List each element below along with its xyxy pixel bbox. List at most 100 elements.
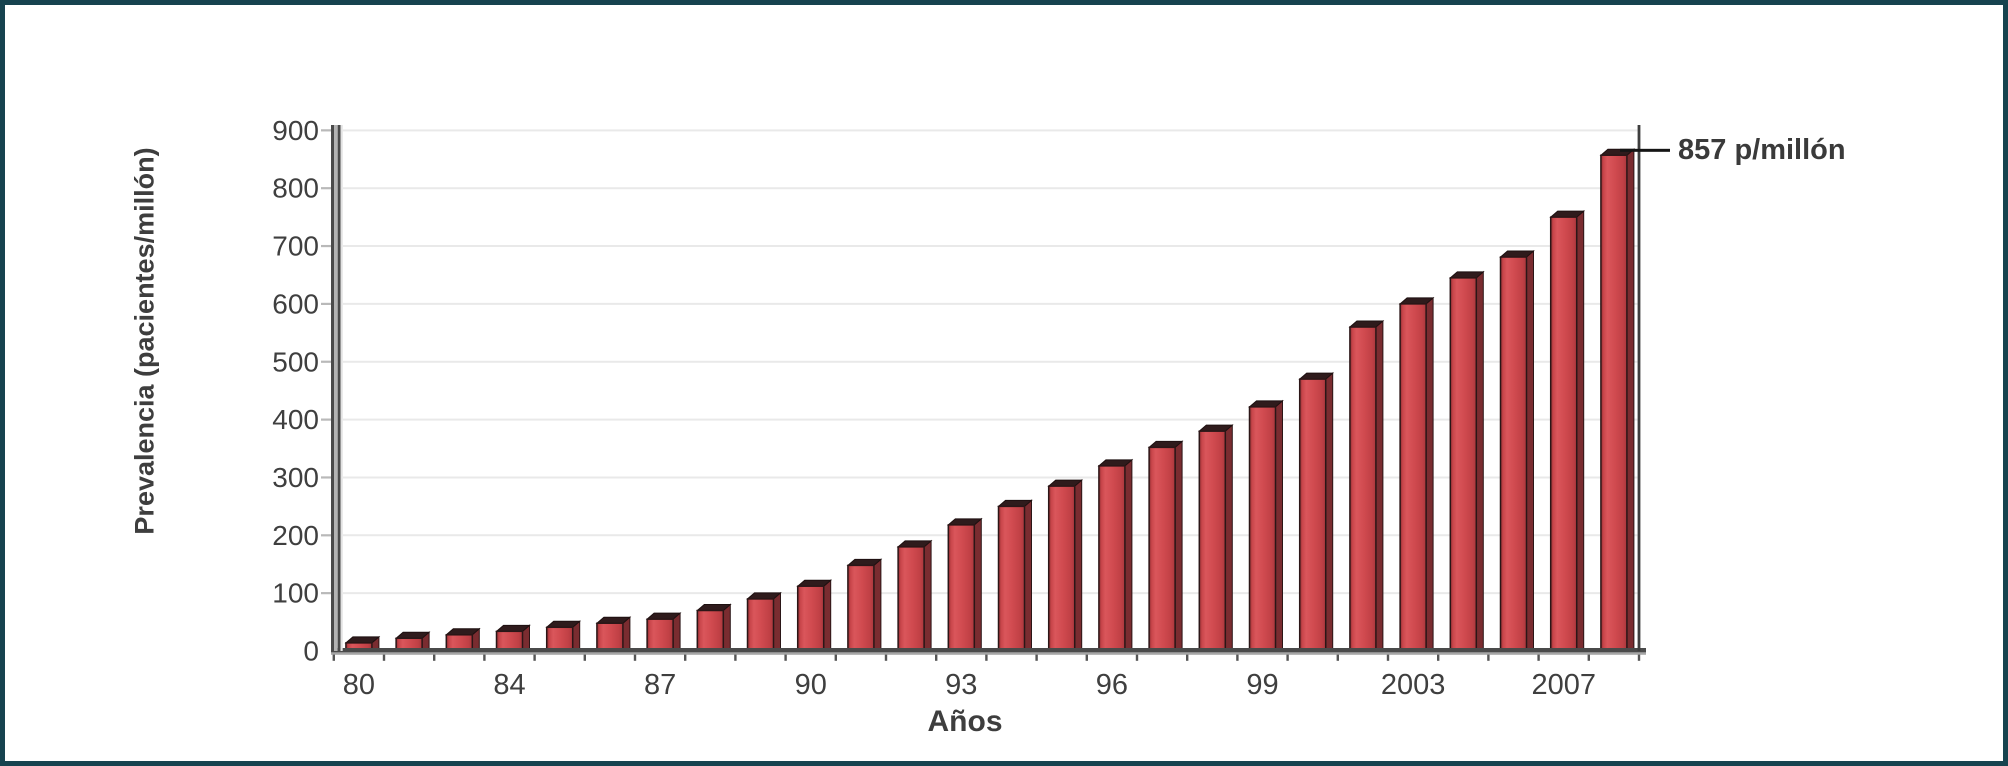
x-tick-mark	[433, 654, 436, 661]
x-tick-mark	[1035, 654, 1038, 661]
bar	[1600, 154, 1628, 652]
y-axis-shade	[340, 125, 343, 651]
y-tick-label: 400	[272, 404, 319, 435]
y-tick-label: 800	[272, 173, 319, 204]
x-tick-label: 80	[343, 669, 375, 701]
x-tick-mark	[834, 654, 837, 661]
x-tick-mark	[1637, 654, 1641, 661]
x-axis-shadow	[331, 652, 1646, 655]
y-axis-line	[331, 125, 334, 651]
y-tick-mark	[321, 187, 331, 190]
x-tick-mark	[684, 654, 687, 661]
y-tick-label: 700	[272, 231, 319, 262]
x-tick-mark	[1487, 654, 1490, 661]
bar-side-face	[1526, 249, 1534, 652]
y-tick-mark	[321, 129, 331, 132]
bar	[1449, 277, 1478, 652]
bar	[1098, 465, 1126, 652]
y-tick-mark	[321, 360, 331, 363]
x-tick-mark	[884, 654, 888, 661]
y-axis-title: Prevalencia (pacientes/millón)	[129, 147, 160, 535]
bar	[696, 609, 725, 652]
bar-side-face	[722, 603, 731, 652]
bar-side-face	[1024, 499, 1032, 652]
bar	[596, 622, 624, 652]
bar	[1349, 326, 1377, 652]
x-tick-mark	[985, 654, 988, 661]
x-axis-line	[331, 648, 1646, 653]
bar-side-face	[873, 558, 882, 652]
x-tick-mark	[633, 654, 637, 661]
bar	[1298, 378, 1327, 652]
y-tick-mark	[321, 302, 331, 305]
x-tick-mark	[1085, 654, 1088, 661]
y-tick-mark	[321, 534, 331, 537]
bar-side-face	[1576, 210, 1585, 652]
x-tick-mark	[784, 654, 787, 661]
bar-side-face	[1124, 458, 1133, 652]
x-tick-label: 96	[1096, 669, 1128, 701]
y-tick-label: 0	[303, 636, 319, 667]
y-tick-mark	[321, 244, 331, 248]
bar	[897, 546, 925, 652]
bar	[1148, 446, 1176, 652]
bar-side-face	[1375, 319, 1384, 652]
x-tick-label: 87	[644, 669, 676, 701]
y-tick-label: 300	[272, 462, 319, 493]
y-tick-mark	[321, 592, 331, 595]
annotation-label: 857 p/millón	[1678, 133, 1846, 166]
bar-side-face	[1174, 440, 1183, 652]
y-axis-highlight	[334, 125, 338, 651]
bar	[1549, 216, 1578, 652]
x-tick-mark	[382, 654, 386, 661]
bar	[1399, 303, 1427, 652]
y-tick-label: 600	[272, 288, 319, 319]
bar	[847, 564, 875, 652]
bar	[1499, 256, 1528, 652]
bar	[1047, 485, 1076, 652]
y-tick-mark	[321, 418, 331, 421]
x-axis-title: Años	[927, 705, 1003, 738]
x-tick-mark	[1135, 654, 1139, 661]
bar-side-face	[823, 579, 832, 652]
bar-side-face	[923, 539, 932, 652]
x-tick-mark	[1186, 654, 1189, 661]
bar	[796, 585, 825, 652]
bar	[997, 505, 1026, 652]
right-axis-line	[1637, 125, 1641, 651]
x-tick-mark	[533, 654, 536, 661]
bar-side-face	[1224, 424, 1233, 652]
y-tick-label: 100	[272, 578, 319, 609]
bar-side-face	[773, 591, 781, 652]
bar-side-face	[1626, 148, 1635, 652]
bar	[947, 524, 976, 652]
bar-side-face	[1475, 270, 1484, 652]
x-tick-label: 93	[945, 669, 977, 701]
y-tick-label: 200	[272, 520, 319, 551]
bar	[646, 618, 674, 652]
x-tick-mark	[332, 654, 335, 661]
x-tick-mark	[734, 654, 737, 661]
x-tick-mark	[483, 654, 486, 661]
x-tick-label: 90	[795, 669, 827, 701]
y-axis-line-inner	[337, 125, 341, 651]
y-tick-label: 900	[272, 115, 319, 146]
bar-side-face	[1325, 372, 1334, 652]
x-tick-label: 84	[493, 669, 525, 701]
x-tick-mark	[1286, 654, 1289, 661]
x-tick-mark	[1437, 654, 1440, 661]
x-tick-mark	[583, 654, 586, 661]
x-tick-mark	[1537, 654, 1540, 661]
bar-side-face	[1425, 296, 1434, 652]
bar	[746, 598, 775, 652]
y-tick-mark	[321, 476, 331, 479]
bar	[545, 626, 574, 652]
x-tick-mark	[935, 654, 938, 661]
x-tick-mark	[1587, 654, 1590, 661]
bar	[1198, 430, 1227, 652]
bar-side-face	[973, 517, 982, 652]
x-tick-label: 2003	[1381, 669, 1446, 701]
